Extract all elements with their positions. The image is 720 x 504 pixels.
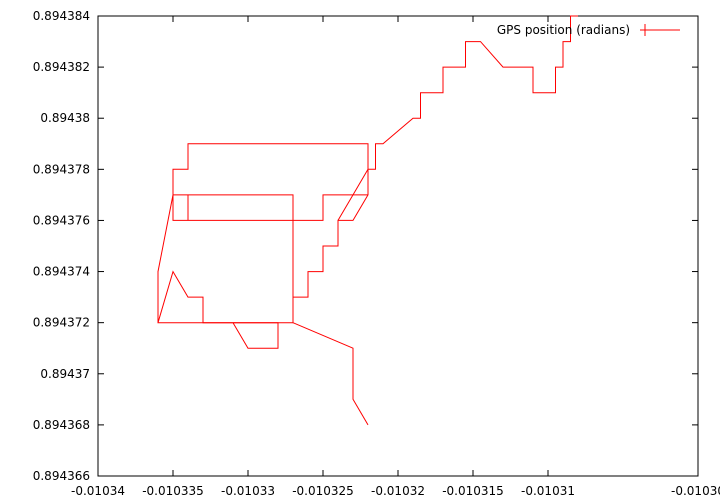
x-tick-label: -0.01034: [71, 484, 125, 498]
y-tick-label: 0.894368: [33, 418, 90, 432]
y-tick-label: 0.894374: [33, 265, 90, 279]
y-tick-label: 0.894376: [33, 213, 90, 227]
series-line-0: [292, 15, 578, 426]
x-tick-label: -0.01033: [221, 484, 275, 498]
y-tick-label: 0.894382: [33, 60, 90, 74]
x-tick-label: -0.010335: [142, 484, 204, 498]
x-tick-label: -0.010325: [292, 484, 354, 498]
legend-label: GPS position (radians): [497, 23, 630, 37]
y-tick-label: 0.894372: [33, 316, 90, 330]
y-tick-label: 0.894366: [33, 469, 90, 483]
y-tick-label: 0.89438: [40, 111, 90, 125]
x-tick-label: -0.010315: [442, 484, 504, 498]
series-line-2: [157, 270, 279, 349]
y-tick-label: 0.894384: [33, 9, 90, 23]
legend: GPS position (radians): [497, 23, 680, 37]
y-tick-label: 0.89437: [40, 367, 90, 381]
x-tick-label: -0.01031: [521, 484, 575, 498]
y-tick-label: 0.894378: [33, 162, 90, 176]
series-layer: [157, 15, 578, 426]
axis-ticks: -0.01034 -0.010335 -0.01033 -0.010325 -0.010…: [33, 9, 720, 498]
series-line-1: [157, 143, 369, 324]
x-tick-label: -0.01030: [671, 484, 720, 498]
plot-frame: [97, 15, 699, 477]
x-tick-label: -0.01032: [371, 484, 425, 498]
